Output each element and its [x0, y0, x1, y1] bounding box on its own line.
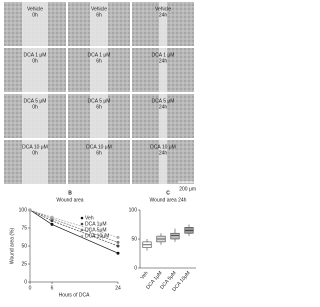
cell-time: 6h — [96, 58, 102, 64]
cell-time: 24h — [159, 104, 168, 110]
box — [170, 232, 180, 240]
point — [116, 240, 120, 244]
cell-time: 6h — [96, 150, 102, 156]
point — [116, 244, 120, 248]
wound-gap — [90, 2, 108, 46]
cell-time: 6h — [96, 12, 102, 18]
series-line — [29, 209, 119, 243]
series-line — [29, 209, 119, 238]
x-tick-label: 0 — [29, 285, 32, 291]
y-tick-label: 50 — [21, 243, 27, 249]
wound-gap — [22, 94, 48, 138]
wound-gap — [159, 2, 167, 46]
y-tick-label: 50 — [131, 236, 137, 242]
cell-time: 6h — [96, 104, 102, 110]
x-tick-label: 6 — [51, 285, 54, 291]
wound-gap — [22, 140, 48, 184]
cell-time: 0h — [32, 104, 38, 110]
cell-condition: DCA 1 μM — [24, 52, 47, 58]
cell-condition: DCA 10 μM — [86, 144, 112, 150]
wound-gap — [159, 140, 167, 184]
panel-label: C — [166, 190, 170, 196]
point — [50, 219, 54, 223]
cell-time: 0h — [32, 150, 38, 156]
cell-condition: DCA 10 μM — [22, 144, 48, 150]
cell-condition: Vehicle — [91, 6, 107, 12]
y-tick-label: 25 — [21, 261, 27, 267]
cell-time: 24h — [159, 150, 168, 156]
wound-gap — [22, 48, 48, 92]
wound-gap — [90, 48, 108, 92]
wound-gap — [90, 140, 108, 184]
chart-title: Wound area 24h — [150, 197, 187, 203]
x-tick-label: Veh — [139, 270, 149, 281]
y-tick-label: 100 — [19, 207, 28, 213]
cell-condition: DCA 5 μM — [152, 98, 175, 104]
legend-label: DCA 1μM — [85, 221, 107, 227]
cell-time: 24h — [159, 12, 168, 18]
wound-gap — [159, 94, 167, 138]
cell-condition: DCA 10 μM — [150, 144, 176, 150]
cell-time: 0h — [32, 58, 38, 64]
cell-condition: DCA 1 μM — [88, 52, 111, 58]
cell-condition: DCA 5 μM — [24, 98, 47, 104]
cell-condition: DCA 1 μM — [152, 52, 175, 58]
chart-title: Wound area — [56, 197, 83, 203]
point — [116, 235, 120, 239]
cell-time: 24h — [159, 58, 168, 64]
scale-bar-label: 200 μm — [179, 186, 196, 192]
legend-label: DCA 5μM — [85, 227, 107, 233]
legend-label: Veh — [85, 215, 94, 221]
wound-gap — [159, 48, 167, 92]
y-tick-label: 0 — [134, 265, 137, 271]
y-tick-label: 100 — [129, 207, 138, 213]
y-axis-label: Wound area (%) — [9, 228, 15, 265]
legend-marker — [80, 216, 84, 220]
point — [28, 208, 32, 212]
point — [116, 251, 120, 255]
wound-gap — [22, 2, 48, 46]
y-tick-label: 0 — [24, 279, 27, 285]
legend-marker — [80, 228, 84, 232]
legend-marker — [80, 234, 84, 238]
cell-time: 0h — [32, 12, 38, 18]
point — [50, 222, 54, 226]
panel-label: B — [68, 190, 72, 196]
x-axis-label: Hours of DCA — [59, 292, 91, 298]
legend-label: DCA 10μM — [85, 233, 109, 239]
y-tick-label: 75 — [21, 225, 27, 231]
x-tick-label: 24 — [115, 285, 121, 291]
point — [50, 215, 54, 219]
legend-marker — [80, 222, 84, 226]
cell-condition: Vehicle — [155, 6, 171, 12]
cell-condition: DCA 5 μM — [88, 98, 111, 104]
cell-condition: Vehicle — [27, 6, 43, 12]
wound-gap — [90, 94, 108, 138]
